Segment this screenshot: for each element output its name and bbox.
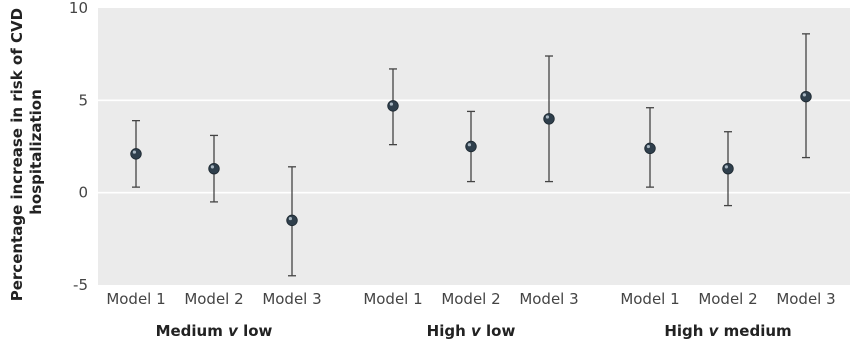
group-label-part: v	[228, 322, 239, 340]
x-tick-label: Model 3	[519, 290, 578, 308]
estimate-point-highlight	[724, 165, 729, 169]
y-axis-label-line-2: hospitalization	[27, 89, 45, 215]
estimate-point	[543, 113, 555, 125]
x-axis-ticks: Model 1 Model 2 Model 3 Model 1 Model 2 Model…	[106, 290, 835, 308]
group-label-part: High	[427, 322, 471, 340]
x-tick-label: Model 1	[363, 290, 422, 308]
x-tick-label: Model 2	[441, 290, 500, 308]
x-tick-label: Model 2	[698, 290, 757, 308]
gridlines	[98, 99, 850, 194]
group-label-part: medium	[718, 322, 791, 340]
y-tick-label: 10	[69, 0, 88, 17]
y-axis-label: Percentage increase in risk of CVD hospi…	[8, 3, 45, 302]
estimate-point-highlight	[389, 102, 393, 106]
estimate-point-highlight	[646, 144, 651, 149]
estimate-point	[722, 162, 734, 175]
group-label: Medium v low	[156, 322, 273, 340]
x-tick-label: Model 3	[262, 290, 321, 308]
estimate-point	[286, 214, 298, 227]
group-label-part: v	[471, 322, 482, 340]
group-label-part: low	[238, 322, 273, 340]
estimate-point-highlight	[132, 150, 136, 154]
estimate-point	[465, 140, 477, 153]
data-points	[130, 90, 812, 227]
y-tick-label: 0	[78, 184, 88, 202]
estimate-point	[387, 100, 399, 112]
estimate-point-highlight	[210, 165, 214, 169]
estimate-point-highlight	[545, 115, 550, 119]
estimate-point-highlight	[467, 143, 471, 147]
x-tick-label: Model 3	[776, 290, 835, 308]
group-label: High v low	[427, 322, 516, 340]
y-tick-label: 5	[78, 91, 88, 109]
y-tick-label: -5	[73, 276, 88, 294]
x-tick-label: Model 2	[184, 290, 243, 308]
y-axis-label-line-1: Percentage increase in risk of CVD	[8, 8, 26, 301]
x-tick-label: Model 1	[620, 290, 679, 308]
group-label-part: Medium	[156, 322, 229, 340]
group-labels: Medium v low High v low High v medium	[156, 322, 792, 340]
estimate-point	[644, 142, 656, 155]
estimate-point-highlight	[288, 216, 292, 221]
group-label-part: v	[709, 322, 720, 340]
group-label-part: High	[664, 322, 708, 340]
group-label: High v medium	[664, 322, 791, 340]
estimate-point-highlight	[802, 93, 807, 97]
group-label-part: low	[481, 322, 516, 340]
estimate-point	[800, 90, 812, 103]
x-tick-label: Model 1	[106, 290, 165, 308]
y-axis-ticks: -5 0 5 10	[69, 0, 88, 294]
estimate-point	[208, 162, 220, 175]
estimate-point	[130, 148, 142, 160]
